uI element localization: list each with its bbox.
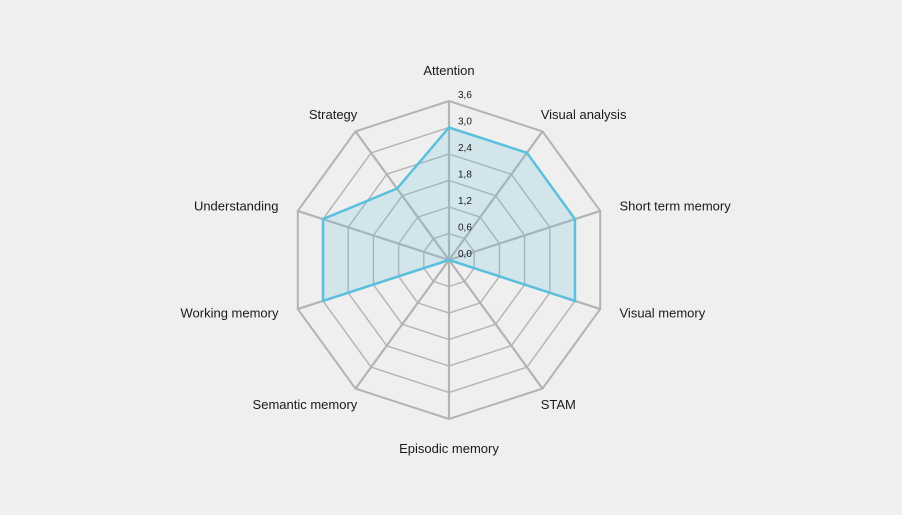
axis-label: STAM <box>541 397 576 412</box>
tick-label: 0,0 <box>458 249 472 260</box>
axis-label: Short term memory <box>620 199 732 214</box>
axis-label: Episodic memory <box>399 441 499 456</box>
axis-label: Strategy <box>309 107 358 122</box>
axis-label: Working memory <box>180 306 279 321</box>
grid-spoke <box>354 259 450 390</box>
series-area <box>321 126 577 303</box>
tick-label: 2,4 <box>458 143 472 154</box>
tick-label: 3,0 <box>458 117 472 128</box>
tick-label: 1,8 <box>458 170 472 181</box>
radial-tick-labels: 0,0 0,6 1,2 1,8 2,4 3,0 3,6 <box>458 90 472 260</box>
axis-labels: Attention Visual analysis Short term memor… <box>180 63 731 456</box>
tick-label: 1,2 <box>458 196 472 207</box>
grid-spoke <box>354 130 450 261</box>
tick-label: 3,6 <box>458 90 472 101</box>
tick-label: 0,6 <box>458 223 472 234</box>
axis-label: Semantic memory <box>253 397 358 412</box>
axis-label: Understanding <box>194 199 279 214</box>
radar-series-layer <box>321 126 577 303</box>
axis-label: Visual analysis <box>541 107 627 122</box>
axis-label: Attention <box>423 63 474 78</box>
axis-label: Visual memory <box>620 306 706 321</box>
grid-spoke <box>448 259 544 390</box>
